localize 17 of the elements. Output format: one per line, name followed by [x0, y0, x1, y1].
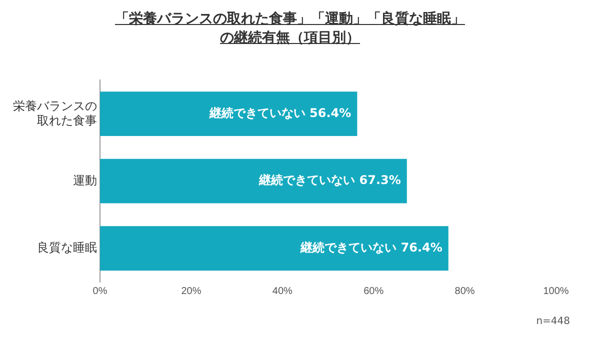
data-label: 継続できていない 56.4%	[208, 106, 352, 120]
y-tick-label: 栄養バランスの取れた食事	[13, 98, 97, 128]
x-tick-label: 100%	[543, 286, 569, 297]
x-tick-label: 20%	[181, 286, 202, 297]
chart-title: 「栄養バランスの取れた食事」「運動」「良質な睡眠」の継続有無（項目別）	[115, 11, 465, 46]
y-tick-label: 良質な睡眠	[37, 240, 97, 255]
x-tick-label: 80%	[454, 286, 475, 297]
data-label: 継続できていない 67.3%	[258, 173, 401, 188]
bar	[100, 226, 448, 271]
y-tick-label: 運動	[73, 173, 97, 188]
text: n=448	[536, 316, 570, 327]
x-tick-label: 60%	[364, 286, 384, 297]
x-tick-label: 40%	[272, 286, 293, 297]
data-label: 継続できていない 76.4%	[300, 240, 442, 254]
bar	[100, 158, 407, 204]
bar	[100, 92, 358, 136]
x-tick-label: 0%	[92, 286, 108, 297]
